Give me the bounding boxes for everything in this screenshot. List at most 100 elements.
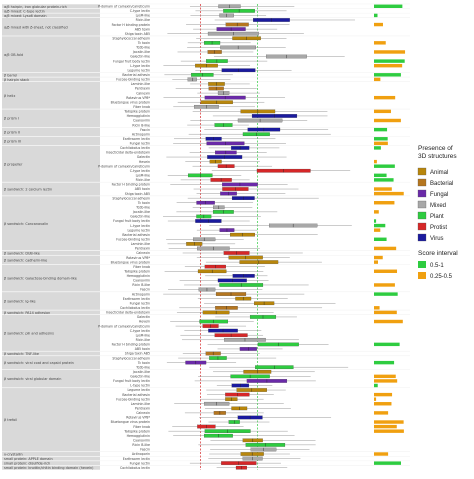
- row-label: Legume lectin: [127, 228, 150, 232]
- row-label: Jacalin-like: [132, 50, 150, 54]
- row-label: Tc toxin: [137, 41, 150, 45]
- legend-presence-label: Bacterial: [430, 181, 453, 187]
- row-label: Laminin-like: [131, 82, 150, 86]
- fold-strip: [2, 77, 100, 82]
- score-bar: [374, 420, 404, 424]
- score-bar: [374, 201, 395, 205]
- fold-strip: [2, 8, 100, 13]
- row-label: Bluetongue virus protein: [111, 420, 150, 424]
- score-bar: [374, 306, 380, 310]
- score-bar: [374, 22, 383, 27]
- score-bar: [374, 187, 392, 191]
- fold-label: α/β hairpin, iron globular protein-rich: [4, 5, 67, 9]
- score-bar: [374, 452, 389, 456]
- row-label: Factor H binding protein: [112, 23, 150, 27]
- row-label: Tcdb-like: [135, 46, 150, 50]
- row-label: Fungal lectin: [130, 142, 150, 146]
- score-bar: [374, 13, 378, 18]
- row-label: Fucose-binding lectin: [116, 397, 150, 401]
- fold-strip: [2, 356, 100, 370]
- row-label: Fungal fruit body lectin: [113, 219, 150, 223]
- score-bar: [374, 141, 388, 146]
- score-bar: [374, 59, 405, 63]
- row-label: Legume lectin: [127, 68, 150, 72]
- fold-label: β sandwich: TNF-like: [4, 352, 39, 356]
- row-label: P-domain of calnexin/calreticulin: [98, 164, 150, 168]
- score-bar: [374, 461, 401, 465]
- score-bar: [374, 95, 396, 100]
- row-label: Calnexin: [136, 91, 150, 95]
- score-bar: [374, 41, 386, 45]
- fold-label: β sandwich: 2 calcium lectin: [4, 188, 52, 192]
- row-label: Fungal lectin: [130, 461, 150, 465]
- row-label: Ricin B-like: [132, 283, 150, 287]
- legend-presence-swatch: [417, 233, 427, 242]
- fold-label: β sandwich: PA14 adhesion: [4, 311, 50, 315]
- legend-presence-label: Plant: [430, 214, 444, 220]
- fold-label: α/β mixed: Lyso6 domain: [4, 14, 47, 18]
- fold-label: small protein: disulfide-rich: [4, 462, 50, 466]
- score-bar: [374, 429, 404, 433]
- row-label: Fascin: [140, 288, 150, 292]
- score-bar: [374, 159, 377, 164]
- row-label: Shiga toxin AB5: [125, 32, 150, 36]
- score-bar: [374, 118, 401, 123]
- fold-label: α/β OB-fold: [4, 53, 23, 57]
- row-label: Galectin-like: [130, 215, 150, 219]
- fold-strip: [2, 81, 100, 109]
- row-label: LysM-like: [136, 174, 150, 178]
- score-bar: [374, 319, 403, 324]
- legend-presence-swatch: [417, 178, 427, 187]
- row-label: Factor H binding protein: [112, 343, 150, 347]
- row-label: Pentraxin: [135, 247, 150, 251]
- row-label: Cochliobolus lectin: [120, 466, 150, 470]
- row-label: Factor H binding protein: [112, 183, 150, 187]
- score-bar: [374, 292, 398, 296]
- score-bar: [374, 178, 394, 182]
- fold-label: small protein: APPLE domain: [4, 457, 53, 461]
- row-label: Hemagglutinin: [127, 274, 150, 278]
- fold-label: β helix: [4, 94, 15, 98]
- fold-strip: [2, 18, 100, 36]
- score-bar: [374, 73, 401, 77]
- legend-presence-swatch: [417, 189, 427, 198]
- score-bar: [374, 255, 383, 260]
- score-bar: [374, 164, 395, 168]
- row-label: Bacterial adhesin: [122, 233, 150, 237]
- row-label: Galectin-like: [130, 375, 150, 379]
- score-bar: [374, 210, 379, 214]
- fold-label: β prism II: [4, 130, 20, 134]
- row-label: Hevein: [139, 160, 150, 164]
- fold-label: β sandwich: cadherin-like: [4, 258, 47, 262]
- fold-strip: [2, 369, 100, 388]
- score-bar: [374, 77, 381, 82]
- row-label: C-type lectin: [130, 169, 150, 173]
- score-bar: [374, 4, 403, 8]
- row-label: Fucose-binding lectin: [116, 78, 150, 82]
- row-label: Galectin-like: [130, 55, 150, 59]
- row-label: Fungal fruit body lectin: [113, 59, 150, 63]
- fold-strip: [2, 72, 100, 77]
- row-label: Rotavirus VP8*: [126, 256, 150, 260]
- score-bar: [374, 127, 388, 132]
- legend-score-label: 0.5-1: [430, 263, 444, 269]
- row-label: Hemagglutinin: [127, 434, 150, 438]
- legend-score-swatch: [418, 261, 426, 268]
- row-label: Fiber knob: [133, 425, 150, 429]
- fold-label: α/β mixed with β-sheet, not classified: [4, 25, 68, 29]
- row-label: Hevein: [139, 320, 150, 324]
- score-bar: [374, 310, 397, 315]
- score-bar: [374, 219, 377, 223]
- fold-label: β sandwich: viral coat and capsid protei…: [4, 361, 74, 365]
- row-label: Staphylococcal adhesin: [112, 36, 150, 40]
- row-label: Rotavirus VP8*: [126, 96, 150, 100]
- row-label: Fungal fruit body lectin: [113, 379, 150, 383]
- score-bar: [374, 342, 400, 347]
- score-bar: [374, 63, 403, 68]
- legend-score-swatch: [418, 272, 426, 279]
- row-label: Fascin: [140, 128, 150, 132]
- fold-strip: [2, 36, 100, 73]
- fold-label: β hairpin stack: [4, 78, 29, 82]
- row-label: L-type lectin: [130, 224, 150, 228]
- fold-strip: [2, 109, 100, 128]
